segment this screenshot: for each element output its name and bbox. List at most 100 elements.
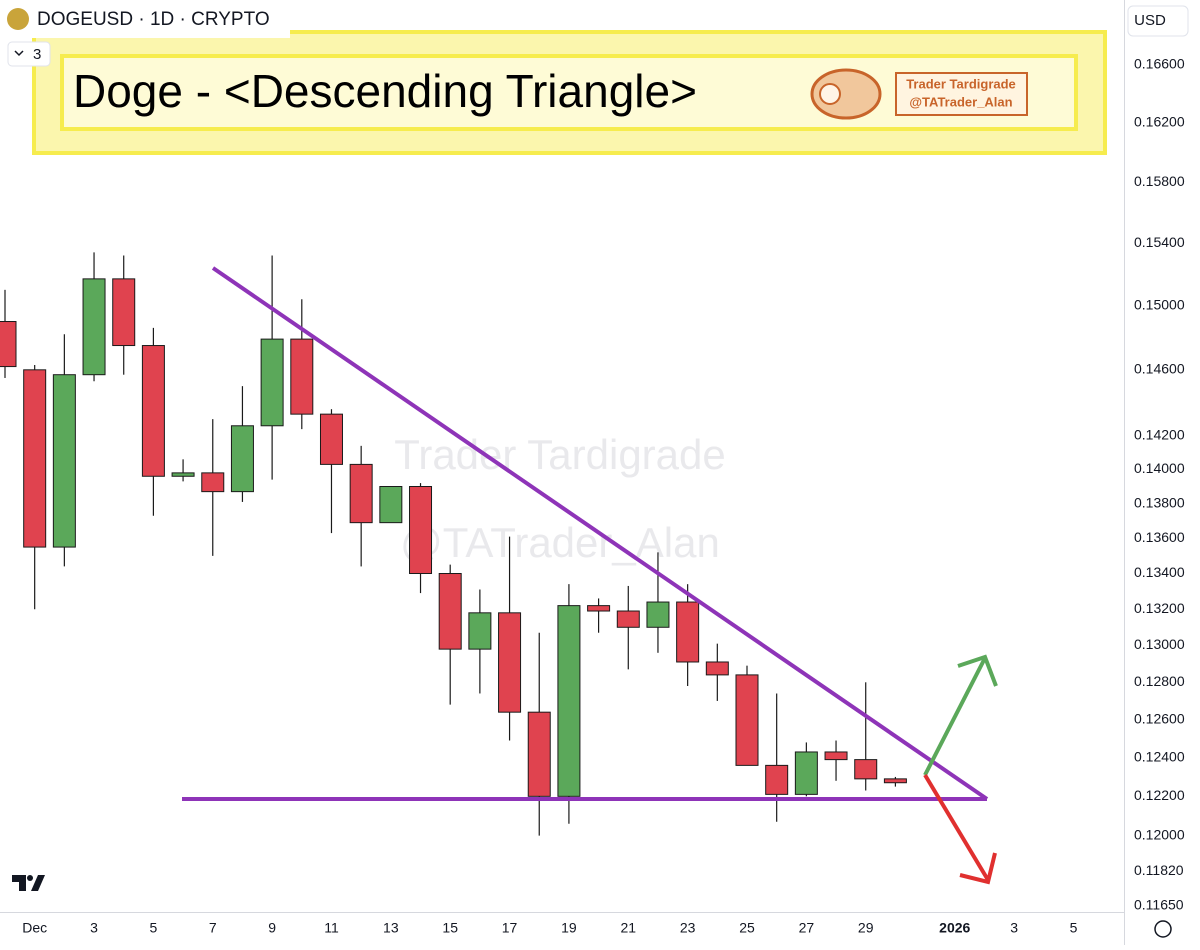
- breakout-arrow: [923, 657, 987, 776]
- candle-body: [82, 278, 106, 376]
- y-tick-label: 0.15000: [1134, 296, 1185, 312]
- settings-button[interactable]: [1154, 920, 1172, 938]
- candle-body: [141, 345, 165, 477]
- y-tick-label: 0.11650: [1134, 897, 1184, 913]
- candle-body: [646, 601, 670, 628]
- header-bg: [0, 0, 290, 38]
- x-tick-label: 2026: [939, 920, 970, 936]
- logo: [810, 68, 882, 120]
- candle-body: [468, 612, 492, 650]
- y-tick-label: 0.12800: [1134, 673, 1185, 689]
- watermark: Trader Tardigrade: [394, 431, 726, 478]
- y-tick-label: 0.14200: [1134, 426, 1185, 442]
- candle-body: [52, 374, 76, 548]
- y-tick-label: 0.16600: [1134, 56, 1185, 72]
- x-tick-label: Dec: [22, 920, 47, 936]
- tv-logo-shape: [12, 875, 45, 891]
- x-tick-label: 3: [90, 920, 98, 936]
- y-tick-label: 0.13600: [1134, 529, 1185, 545]
- candle-body: [290, 338, 314, 415]
- candle-body: [171, 472, 195, 477]
- candle-body: [0, 321, 17, 368]
- x-tick-label: 11: [324, 920, 339, 936]
- candle-body: [527, 711, 551, 797]
- candle-body: [498, 612, 522, 713]
- candle-body: [409, 486, 433, 575]
- symbol: DOGEUSD · 1D · CRYPTO: [37, 9, 270, 30]
- candle-body: [319, 413, 343, 465]
- indicator-toggle[interactable]: [7, 41, 51, 67]
- watermark: @TATrader_Alan: [400, 519, 720, 566]
- y-tick-label: 0.12000: [1134, 826, 1185, 842]
- candle-body: [676, 601, 700, 663]
- candle-body: [616, 610, 640, 628]
- candle-body: [260, 338, 284, 427]
- y-tick-label: 0.13800: [1134, 494, 1185, 510]
- candle-body: [794, 751, 818, 795]
- x-tick-label: 5: [150, 920, 158, 936]
- candle-body: [883, 778, 907, 784]
- chevron: [14, 50, 24, 57]
- logo-face: [819, 83, 841, 105]
- breakdown-arrow-head: [959, 852, 997, 885]
- candle-body: [349, 463, 373, 524]
- indicator-count: 3: [33, 46, 41, 63]
- y-tick-label: 0.11820: [1134, 862, 1184, 878]
- y-tick-label: 0.14000: [1134, 460, 1185, 476]
- x-tick-label: 5: [1070, 920, 1078, 936]
- y-tick-label: 0.13400: [1134, 564, 1185, 580]
- candle-body: [201, 472, 225, 493]
- resistance-line: [211, 266, 989, 801]
- badge-author: Trader Tardigrade: [906, 76, 1016, 91]
- y-tick-label: 0.12200: [1134, 787, 1185, 803]
- author-badge: [895, 72, 1028, 116]
- candle-body: [765, 764, 789, 795]
- symbol-icon: [7, 8, 29, 30]
- chart-title: Doge - <Descending Triangle>: [73, 65, 697, 117]
- x-tick-label: 7: [209, 920, 217, 936]
- x-tick-label: 19: [561, 920, 577, 936]
- candle-body: [438, 573, 462, 650]
- candle-body: [854, 759, 878, 780]
- breakout-arrow-head: [957, 654, 998, 687]
- drawings: [182, 266, 998, 885]
- y-tick-label: 0.13000: [1134, 636, 1185, 652]
- y-tick-label: 0.12600: [1134, 710, 1185, 726]
- x-tick-label: 21: [620, 920, 636, 936]
- candle-body: [230, 425, 254, 493]
- x-tick-label: 9: [268, 920, 276, 936]
- badge-handle: @TATrader_Alan: [909, 94, 1012, 109]
- x-tick-label: 3: [1010, 920, 1018, 936]
- candle-body: [379, 486, 403, 524]
- candle-body: [557, 605, 581, 797]
- candle-body: [23, 369, 47, 548]
- y-tick-label: 0.15800: [1134, 173, 1185, 189]
- y-tick-label: 0.16200: [1134, 114, 1185, 130]
- x-tick-label: 27: [799, 920, 815, 936]
- currency: USD: [1134, 12, 1166, 29]
- tv-logo-dot: [27, 875, 33, 881]
- y-tick-label: 0.15400: [1134, 234, 1185, 250]
- x-tick-label: 23: [680, 920, 696, 936]
- candle-body: [705, 661, 729, 676]
- x-tick-label: 15: [442, 920, 458, 936]
- tv-logo: [12, 875, 45, 891]
- title-banner: Doge - <Descending Triangle> Trader Tard…: [32, 30, 1107, 155]
- candles: [0, 252, 907, 836]
- candle-body: [824, 751, 848, 761]
- x-tick-label: 25: [739, 920, 755, 936]
- x-tick-label: 13: [383, 920, 399, 936]
- header: DOGEUSD · 1D · CRYPTO 3 USD: [0, 0, 1189, 67]
- y-tick-label: 0.13200: [1134, 600, 1185, 616]
- y-tick-label: 0.12400: [1134, 748, 1185, 764]
- candle-body: [735, 674, 759, 766]
- y-tick-label: 0.14600: [1134, 361, 1185, 377]
- x-tick-label: 29: [858, 920, 874, 936]
- candle-body: [587, 605, 611, 612]
- breakdown-arrow: [923, 773, 990, 882]
- x-tick-label: 17: [502, 920, 518, 936]
- currency-button[interactable]: [1127, 5, 1189, 37]
- candle-body: [112, 278, 136, 347]
